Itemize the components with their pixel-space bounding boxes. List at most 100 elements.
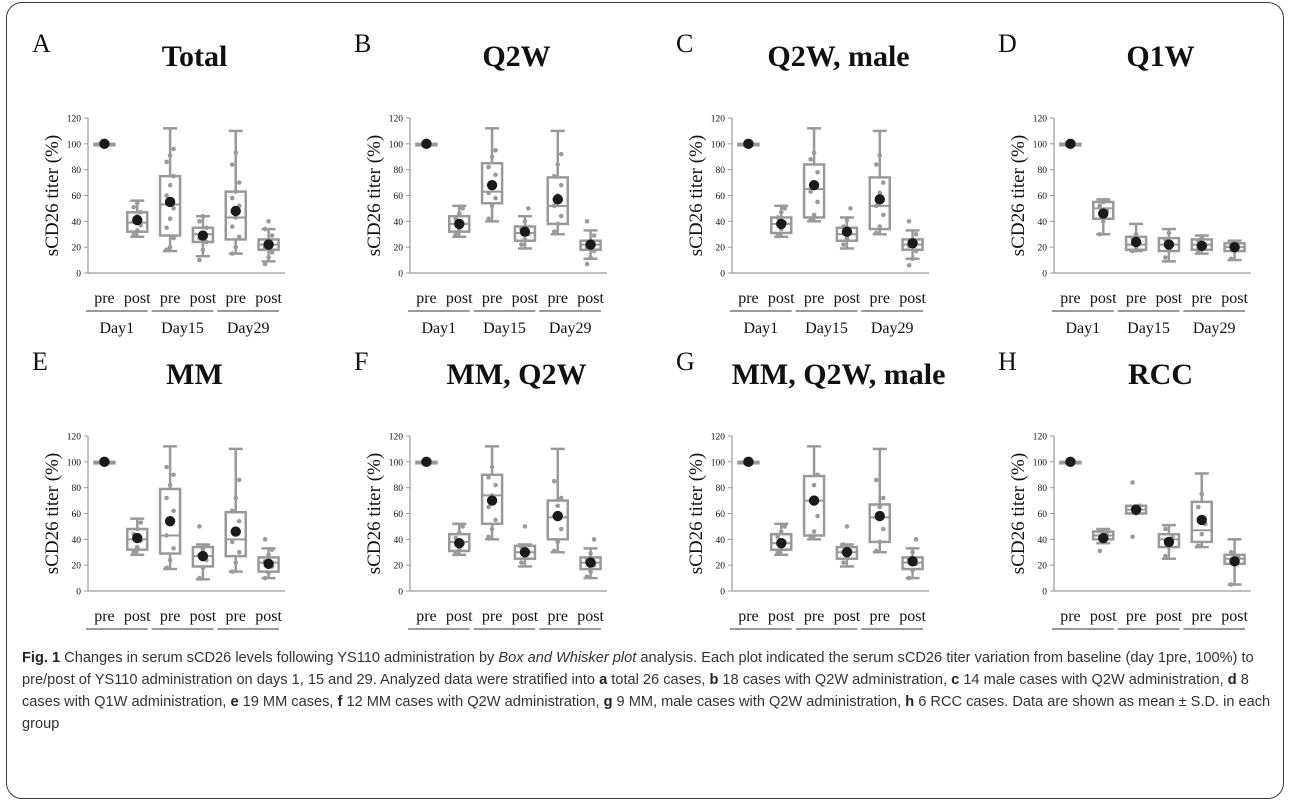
y-axis-label: sCD26 titer (%) bbox=[364, 135, 385, 256]
mean-marker bbox=[263, 558, 274, 570]
data-point bbox=[1097, 231, 1103, 237]
x-label-post: post bbox=[512, 290, 539, 307]
panel-g: G MM, Q2W, male 0 20 40 60 80 100 120 sCD26 titer… bbox=[676, 347, 945, 640]
x-label-post: post bbox=[899, 608, 926, 625]
data-point bbox=[1130, 480, 1135, 485]
y-tick-label: 60 bbox=[716, 192, 726, 202]
data-point bbox=[910, 568, 915, 573]
data-point bbox=[775, 215, 781, 220]
x-label-day: Day1 bbox=[744, 320, 779, 337]
mean-marker bbox=[907, 238, 918, 249]
mean-marker bbox=[486, 179, 498, 191]
y-tick-label: 60 bbox=[394, 510, 404, 520]
box-day29-pre bbox=[1190, 472, 1213, 549]
box-day1-post bbox=[448, 522, 471, 557]
y-tick-label: 20 bbox=[394, 244, 404, 254]
mean-marker bbox=[776, 538, 787, 549]
data-point bbox=[269, 250, 275, 255]
data-point bbox=[460, 524, 466, 529]
mean-marker bbox=[164, 516, 176, 527]
data-point bbox=[486, 190, 491, 196]
data-point bbox=[877, 504, 883, 510]
panel-letter: H bbox=[998, 347, 1017, 376]
data-point bbox=[1195, 504, 1201, 510]
caption-item-letter: a bbox=[599, 672, 608, 688]
x-label-day: Day15 bbox=[1127, 638, 1170, 640]
caption-item-text: 19 MM cases, bbox=[238, 694, 338, 710]
y-tick-label: 120 bbox=[711, 433, 726, 443]
x-label-day: Day29 bbox=[1193, 638, 1236, 640]
panel-letter: G bbox=[676, 347, 695, 376]
x-label-post: post bbox=[446, 290, 473, 307]
data-point bbox=[873, 548, 879, 554]
x-label-pre: pre bbox=[548, 290, 568, 307]
box-day1-pre bbox=[93, 138, 116, 150]
data-point bbox=[236, 549, 242, 555]
y-tick-label: 20 bbox=[72, 562, 82, 572]
data-point bbox=[815, 169, 820, 175]
data-point bbox=[486, 504, 491, 510]
y-tick-label: 100 bbox=[1033, 140, 1048, 150]
data-point bbox=[164, 464, 169, 470]
y-tick-label: 0 bbox=[1042, 270, 1047, 280]
data-point bbox=[167, 182, 173, 188]
box-body bbox=[802, 163, 826, 219]
data-point bbox=[233, 244, 239, 250]
data-point bbox=[808, 217, 813, 223]
x-label-pre: pre bbox=[160, 608, 180, 625]
data-point bbox=[877, 153, 883, 158]
mean-marker bbox=[874, 510, 885, 522]
x-label-post: post bbox=[124, 290, 151, 307]
box-body bbox=[770, 216, 793, 235]
y-tick-label: 100 bbox=[389, 458, 404, 468]
data-point bbox=[262, 261, 268, 267]
x-label-day: Day15 bbox=[1127, 320, 1170, 337]
x-label-pre: pre bbox=[738, 290, 758, 307]
mean-marker bbox=[1163, 536, 1175, 548]
data-point bbox=[844, 217, 850, 223]
x-label-pre: pre bbox=[482, 290, 502, 307]
panel-title: Total bbox=[162, 40, 228, 73]
mean-marker bbox=[164, 196, 176, 208]
box-day15-pre bbox=[802, 445, 826, 541]
x-label-day: Day15 bbox=[161, 638, 204, 640]
box-day29-pre bbox=[868, 447, 891, 554]
data-point bbox=[1097, 548, 1103, 554]
data-point bbox=[551, 548, 557, 554]
mean-marker bbox=[486, 495, 498, 506]
data-point bbox=[873, 230, 879, 236]
mean-marker bbox=[585, 557, 596, 568]
x-label-post: post bbox=[190, 608, 217, 625]
data-point bbox=[526, 206, 531, 211]
data-point bbox=[1199, 234, 1205, 240]
x-label-pre: pre bbox=[160, 290, 180, 307]
data-point bbox=[522, 219, 528, 224]
panel-letter: F bbox=[354, 347, 368, 376]
data-point bbox=[906, 219, 912, 224]
data-point bbox=[171, 235, 176, 241]
panel-title: Q1W bbox=[1126, 40, 1194, 73]
x-label-post: post bbox=[899, 290, 926, 307]
data-point bbox=[262, 575, 268, 581]
data-point bbox=[1166, 230, 1172, 236]
box-day1-post bbox=[770, 204, 793, 239]
data-point bbox=[456, 211, 462, 216]
data-point bbox=[811, 482, 817, 488]
data-point bbox=[811, 212, 817, 218]
y-tick-label: 0 bbox=[720, 270, 725, 280]
data-point bbox=[489, 154, 495, 160]
data-point bbox=[200, 247, 206, 253]
y-tick-label: 40 bbox=[716, 536, 726, 546]
data-point bbox=[1133, 231, 1139, 237]
x-label-pre: pre bbox=[1126, 290, 1146, 307]
y-tick-label: 100 bbox=[67, 140, 82, 150]
caption-item-letter: f bbox=[337, 694, 343, 710]
box-day1-pre bbox=[1059, 138, 1082, 150]
y-tick-label: 80 bbox=[394, 484, 404, 494]
mean-marker bbox=[841, 547, 853, 558]
panel-title: Q2W bbox=[482, 40, 550, 73]
data-point bbox=[558, 495, 564, 501]
data-point bbox=[204, 225, 209, 231]
